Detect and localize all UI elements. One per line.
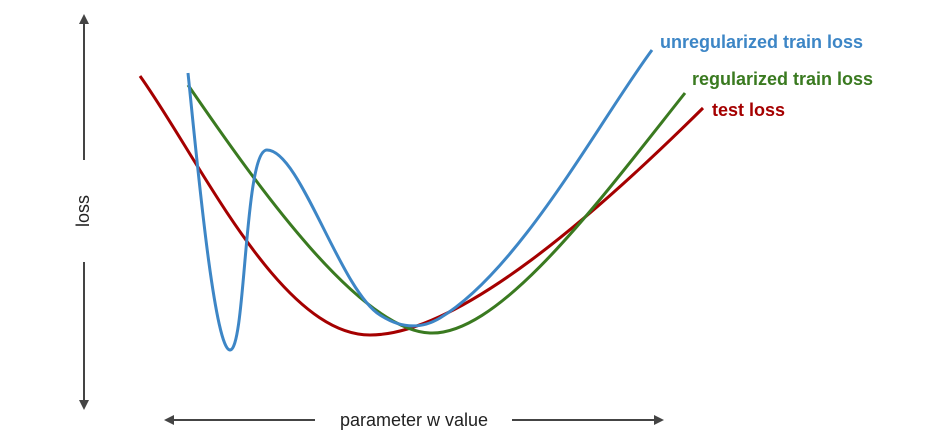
curve-label: unregularized train loss: [660, 32, 863, 52]
x-axis-label: parameter w value: [340, 410, 488, 430]
y-axis-label: loss: [73, 195, 93, 227]
curve-label: regularized train loss: [692, 69, 873, 89]
test-loss-curve: [138, 75, 705, 337]
curve-label: test loss: [712, 100, 785, 120]
regularized-curve: [186, 84, 687, 335]
unregularized-curve: [186, 49, 654, 352]
